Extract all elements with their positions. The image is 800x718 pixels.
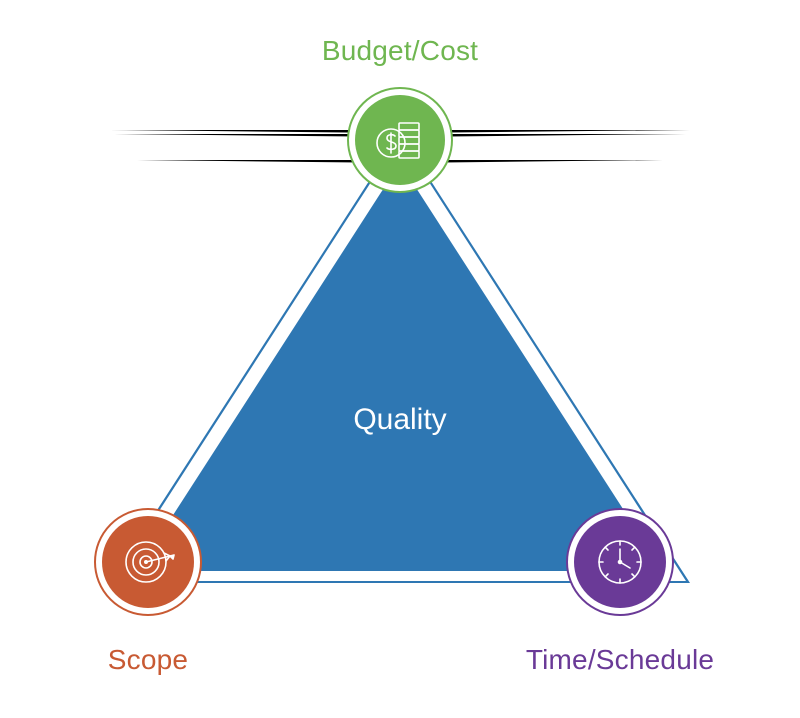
center-label: Quality bbox=[353, 403, 446, 437]
target-icon bbox=[120, 534, 176, 590]
vertex-scope bbox=[94, 508, 202, 616]
label-scope: Scope bbox=[108, 644, 188, 676]
vertex-time bbox=[566, 508, 674, 616]
triangle-fill bbox=[137, 160, 663, 571]
clock-icon bbox=[593, 535, 647, 589]
vertex-budget bbox=[347, 87, 453, 193]
label-budget: Budget/Cost bbox=[322, 35, 478, 67]
label-time: Time/Schedule bbox=[526, 644, 714, 676]
diagram-stage: Quality Budget/Cost bbox=[0, 0, 800, 718]
money-icon bbox=[373, 113, 427, 167]
